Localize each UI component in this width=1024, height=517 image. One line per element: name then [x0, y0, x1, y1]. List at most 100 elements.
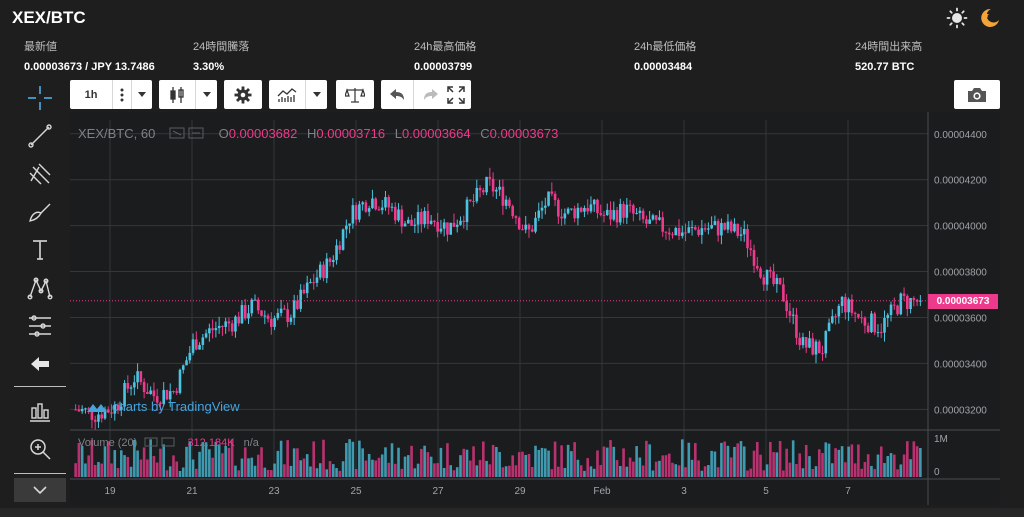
- volume-bar: [276, 450, 280, 477]
- chart-pane[interactable]: 0.00004400 0.00004200 0.00004000 0.00003800…: [70, 112, 1000, 505]
- candle-body: [733, 223, 736, 232]
- tradingview-watermark[interactable]: charts by TradingView: [86, 399, 240, 414]
- chart-type-dropdown-button[interactable]: [196, 80, 217, 109]
- snapshot-button[interactable]: [954, 80, 1000, 109]
- compare-button[interactable]: [336, 80, 374, 109]
- x-tick-label: 3: [681, 486, 687, 497]
- candle-body: [348, 223, 351, 226]
- indicators-dropdown-button[interactable]: [306, 80, 327, 109]
- volume-bar: [84, 463, 87, 477]
- volume-bar: [426, 452, 430, 477]
- redo-button[interactable]: [414, 80, 447, 109]
- candle-body: [540, 207, 544, 211]
- undo-button[interactable]: [381, 80, 413, 109]
- volume-bar: [511, 455, 514, 477]
- candle-body: [671, 234, 674, 236]
- volume-bar: [103, 446, 107, 477]
- volume-bar: [769, 441, 772, 477]
- chart-settings-icon: [30, 403, 50, 422]
- volume-bar: [155, 462, 159, 477]
- candle-body: [713, 221, 717, 225]
- candle-body: [599, 213, 603, 215]
- candle-body: [113, 404, 117, 414]
- volume-bar: [762, 470, 766, 477]
- moon-icon[interactable]: [978, 7, 1000, 29]
- candle-body: [664, 231, 668, 233]
- fib-tool[interactable]: [14, 309, 66, 343]
- candle-body: [808, 338, 811, 348]
- y-tick-label: 0.00003600: [934, 313, 987, 324]
- zoom-tool[interactable]: [14, 432, 66, 466]
- interval-dropdown-button[interactable]: [132, 80, 152, 109]
- volume-bar: [90, 439, 94, 477]
- candle-body: [74, 409, 77, 411]
- chart-properties-button[interactable]: [224, 80, 262, 109]
- brush-tool[interactable]: [14, 195, 66, 229]
- volume-bar: [814, 466, 818, 477]
- candle-body: [354, 205, 358, 220]
- volume-bar: [495, 446, 498, 477]
- volume-bar: [380, 454, 384, 477]
- candle-body: [162, 390, 165, 404]
- candle-body: [755, 265, 759, 269]
- volume-bar: [488, 464, 492, 477]
- candle-body: [651, 215, 655, 220]
- volume-bar: [97, 462, 100, 477]
- sun-icon[interactable]: [946, 7, 968, 29]
- volume-bar: [700, 470, 704, 477]
- volume-bar: [658, 460, 661, 477]
- volume-bar: [172, 455, 175, 477]
- interval-button[interactable]: 1h: [84, 88, 98, 101]
- candle-body: [844, 296, 847, 313]
- x-tick-label: 23: [268, 486, 280, 497]
- collapse-sidebar-button[interactable]: [14, 478, 66, 502]
- candle-body: [403, 223, 407, 227]
- hide-toolbar-tool[interactable]: [14, 347, 66, 381]
- volume-bar: [902, 454, 906, 477]
- candle-body: [752, 249, 756, 266]
- candle-body: [508, 199, 511, 207]
- candle-body: [557, 200, 560, 217]
- volume-bar: [746, 470, 749, 477]
- pitchfork-tool[interactable]: [14, 157, 66, 191]
- pattern-tool[interactable]: [14, 271, 66, 305]
- candle-body: [654, 215, 658, 220]
- volume-bar: [615, 460, 619, 477]
- candle-body: [570, 208, 573, 210]
- candle-body: [821, 353, 824, 355]
- candle-body: [462, 220, 466, 223]
- watermark-text: charts by TradingView: [112, 399, 240, 414]
- volume-bar: [214, 441, 218, 477]
- settings-group: [224, 80, 262, 109]
- candle-body: [739, 234, 743, 236]
- indicators-button[interactable]: [269, 80, 305, 109]
- legend-settings-icons[interactable]: [169, 127, 209, 142]
- stat-24h-high: 24h最高価格 0.00003799: [414, 38, 476, 73]
- volume-bar: [671, 462, 674, 477]
- volume-bar: [645, 440, 648, 477]
- crosshair-tool[interactable]: [14, 81, 66, 115]
- volume-bar: [703, 466, 707, 477]
- trend-line-tool[interactable]: [14, 119, 66, 153]
- volume-bar: [423, 445, 426, 477]
- candle-body: [331, 260, 335, 262]
- candle-body: [358, 204, 361, 220]
- more-intervals-button[interactable]: [113, 80, 131, 109]
- fullscreen-button[interactable]: [441, 80, 471, 109]
- volume-bar: [831, 463, 834, 477]
- volume-bar: [305, 454, 309, 477]
- candle-body: [583, 207, 586, 212]
- candle-body: [221, 325, 224, 327]
- text-tool[interactable]: [14, 233, 66, 267]
- candle-body: [475, 187, 479, 202]
- volume-bar: [240, 458, 244, 477]
- chart-settings-tool[interactable]: [14, 394, 66, 428]
- candle-body: [495, 189, 498, 192]
- chart-type-button[interactable]: [159, 80, 195, 109]
- price-chart[interactable]: 0.00004400 0.00004200 0.00004000 0.00003800…: [70, 112, 1000, 505]
- candle-body: [804, 337, 808, 348]
- volume-settings-icons[interactable]: [144, 437, 180, 450]
- candle-body: [534, 217, 537, 232]
- candle-body: [165, 390, 169, 400]
- volume-bar: [433, 463, 436, 477]
